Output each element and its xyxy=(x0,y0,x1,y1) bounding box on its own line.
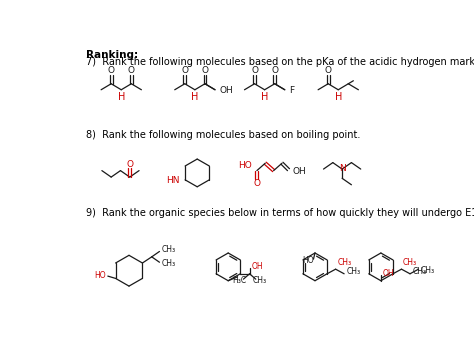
Text: O: O xyxy=(254,179,260,188)
Text: O: O xyxy=(271,66,278,76)
Text: CH₃: CH₃ xyxy=(346,267,361,276)
Text: OH: OH xyxy=(383,269,394,278)
Text: 8)  Rank the following molecules based on boiling point.: 8) Rank the following molecules based on… xyxy=(86,130,361,140)
Text: CH₃: CH₃ xyxy=(412,267,427,276)
Text: O: O xyxy=(126,160,133,169)
Text: CH₃: CH₃ xyxy=(337,258,351,267)
Text: O: O xyxy=(128,66,135,76)
Text: F: F xyxy=(289,86,294,95)
Text: HO: HO xyxy=(302,256,313,265)
Text: OH: OH xyxy=(219,86,233,95)
Text: 7)  Rank the following molecules based on the pKa of the acidic hydrogen marked : 7) Rank the following molecules based on… xyxy=(86,57,474,67)
Text: OH: OH xyxy=(292,167,306,176)
Text: O: O xyxy=(325,66,332,76)
Text: 9)  Rank the organic species below in terms of how quickly they will undergo E1 : 9) Rank the organic species below in ter… xyxy=(86,208,474,217)
Text: HN: HN xyxy=(166,176,180,185)
Text: H: H xyxy=(191,92,199,102)
Text: CH₃: CH₃ xyxy=(403,258,417,267)
Text: N: N xyxy=(339,164,346,173)
Text: O: O xyxy=(251,66,258,76)
Text: O: O xyxy=(201,66,209,76)
Text: H: H xyxy=(118,92,125,102)
Text: CH₃: CH₃ xyxy=(421,266,435,275)
Text: O: O xyxy=(181,66,188,76)
Text: HO: HO xyxy=(94,271,106,280)
Text: H₃C: H₃C xyxy=(232,276,246,285)
Text: HO: HO xyxy=(238,162,252,171)
Text: H: H xyxy=(261,92,268,102)
Text: O: O xyxy=(108,66,115,76)
Text: Ranking:: Ranking: xyxy=(86,50,138,60)
Text: CH₃: CH₃ xyxy=(253,276,267,285)
Text: OH: OH xyxy=(251,262,263,272)
Text: H: H xyxy=(335,92,342,102)
Text: CH₃: CH₃ xyxy=(162,245,176,254)
Text: CH₃: CH₃ xyxy=(162,259,176,268)
